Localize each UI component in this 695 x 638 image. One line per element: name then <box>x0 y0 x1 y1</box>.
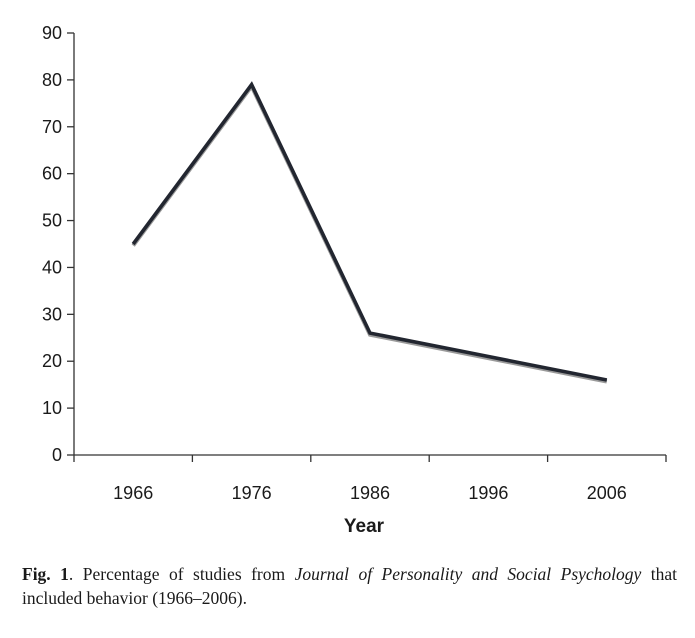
caption-text-1: . Percentage of studies from <box>68 564 295 584</box>
y-tick-label: 90 <box>42 23 62 43</box>
y-tick-label: 0 <box>52 445 62 465</box>
caption-text-2: that included behavior (1966–2006). <box>22 564 678 608</box>
y-tick-label: 20 <box>42 351 62 371</box>
x-axis-title: Year <box>344 516 385 537</box>
x-axis: 1966 1976 1986 1996 2006 <box>73 454 667 503</box>
figure-caption: Fig. 1. Percentage of studies from Journ… <box>22 562 677 610</box>
y-tick-label: 40 <box>42 257 62 277</box>
x-tick-label: 1996 <box>468 483 508 503</box>
line-chart: 0 10 20 30 40 50 60 70 80 90 1966 1976 1986 1996 2006… <box>42 23 667 537</box>
x-tick-label: 1976 <box>232 483 272 503</box>
y-tick-label: 60 <box>42 164 62 184</box>
figure-label: Fig. 1 <box>22 564 69 584</box>
y-tick-label: 70 <box>42 117 62 137</box>
x-tick-label: 2006 <box>587 483 627 503</box>
y-tick-label: 10 <box>42 398 62 418</box>
y-tick-label: 50 <box>42 211 62 231</box>
x-tick-label: 1986 <box>350 483 390 503</box>
y-axis: 0 10 20 30 40 50 60 70 80 90 <box>42 23 75 465</box>
series-layer <box>131 81 608 384</box>
y-tick-label: 80 <box>42 70 62 90</box>
x-tick-label: 1966 <box>113 483 153 503</box>
series-line-shadow <box>131 82 608 384</box>
y-tick-label: 30 <box>42 304 62 324</box>
journal-name: Journal of Personality and Social Psycho… <box>294 564 642 584</box>
